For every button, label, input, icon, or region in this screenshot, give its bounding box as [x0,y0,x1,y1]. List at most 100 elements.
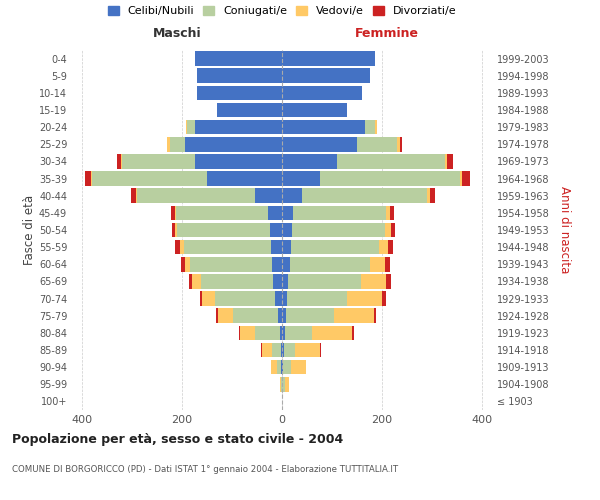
Bar [194,52,282,66]
Bar [280,377,281,392]
Bar [191,274,200,288]
Bar [199,292,202,306]
Bar [282,137,357,152]
Bar [385,222,391,238]
Bar [122,154,194,168]
Bar [175,240,179,254]
Bar [295,342,320,357]
Bar [175,222,177,238]
Bar [170,137,185,152]
Bar [370,257,385,272]
Bar [268,206,282,220]
Bar [185,120,187,134]
Bar [282,206,293,220]
Bar [197,68,282,83]
Bar [271,360,277,374]
Bar [215,308,218,323]
Bar [284,377,289,392]
Bar [281,377,282,392]
Bar [282,68,370,83]
Bar [170,206,175,220]
Bar [184,240,271,254]
Bar [382,292,386,306]
Bar [282,308,286,323]
Bar [280,326,282,340]
Bar [176,206,268,220]
Bar [254,326,280,340]
Bar [271,240,282,254]
Bar [357,137,397,152]
Y-axis label: Fasce di età: Fasce di età [23,195,36,265]
Bar [281,360,282,374]
Bar [282,86,362,100]
Bar [334,308,373,323]
Bar [288,274,361,288]
Bar [460,172,462,186]
Bar [121,154,122,168]
Bar [272,257,282,272]
Bar [167,137,170,152]
Bar [137,188,254,203]
Bar [302,188,427,203]
Bar [282,274,288,288]
Bar [282,154,337,168]
Bar [197,86,282,100]
Bar [284,342,295,357]
Bar [352,326,353,340]
Bar [292,222,385,238]
Bar [282,222,292,238]
Bar [388,240,392,254]
Bar [190,257,272,272]
Bar [290,360,305,374]
Bar [91,172,92,186]
Bar [430,188,434,203]
Bar [277,360,281,374]
Bar [391,222,395,238]
Bar [217,102,282,118]
Bar [194,120,282,134]
Bar [374,120,377,134]
Bar [290,257,370,272]
Bar [427,188,430,203]
Bar [239,326,254,340]
Bar [177,222,269,238]
Bar [287,292,347,306]
Bar [194,154,282,168]
Bar [400,137,402,152]
Bar [462,172,470,186]
Bar [181,257,185,272]
Bar [373,308,376,323]
Bar [179,240,184,254]
Bar [293,206,386,220]
Bar [117,154,121,168]
Bar [282,52,374,66]
Bar [361,274,386,288]
Bar [282,342,284,357]
Bar [207,172,282,186]
Bar [385,257,389,272]
Bar [282,292,287,306]
Text: Femmine: Femmine [355,26,419,40]
Bar [187,120,194,134]
Bar [271,342,281,357]
Bar [320,172,460,186]
Bar [365,120,374,134]
Bar [136,188,137,203]
Bar [281,342,282,357]
Bar [233,308,278,323]
Bar [282,257,290,272]
Bar [337,154,445,168]
Bar [397,137,400,152]
Bar [282,240,291,254]
Bar [85,172,91,186]
Bar [92,172,207,186]
Bar [282,188,302,203]
Bar [172,222,175,238]
Bar [389,206,394,220]
Bar [282,326,284,340]
Bar [286,308,334,323]
Bar [273,274,282,288]
Bar [202,292,215,306]
Bar [275,292,282,306]
Bar [185,137,282,152]
